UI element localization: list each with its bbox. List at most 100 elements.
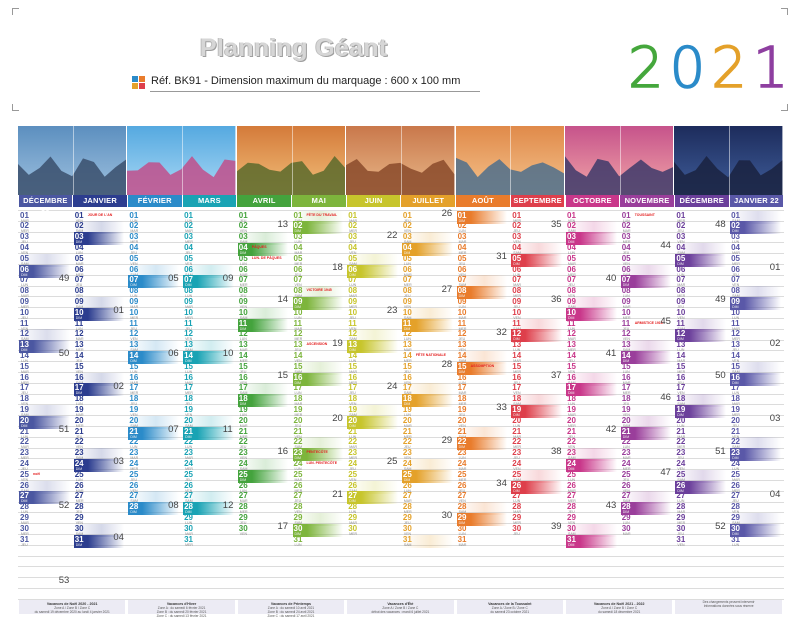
calendar-day[interactable]: 15 JEU	[402, 362, 454, 374]
calendar-day[interactable]: 19VEN	[128, 405, 180, 417]
calendar-day[interactable]: 25 MAR	[730, 470, 782, 482]
calendar-day[interactable]: 07 JEU	[74, 275, 126, 287]
calendar-day[interactable]: 17VEN	[675, 383, 727, 395]
calendar-day[interactable]: 25VEN	[347, 470, 399, 482]
calendar-day[interactable]: 14 LUN	[347, 351, 399, 363]
calendar-day[interactable]: 19 DIM	[675, 404, 727, 418]
calendar-day[interactable]: 05VEN	[128, 254, 180, 266]
calendar-day[interactable]: 23 JEU	[511, 448, 563, 460]
calendar-day[interactable]: 19SAM	[347, 404, 399, 418]
calendar-day[interactable]: 01 LUN	[183, 211, 235, 223]
calendar-day[interactable]: 22SAM	[292, 437, 345, 451]
calendar-day[interactable]: 10 DIM	[73, 307, 126, 321]
calendar-day[interactable]: 04 JEU	[128, 243, 180, 255]
calendar-day[interactable]: 18SAM	[511, 394, 563, 408]
calendar-day[interactable]: 19VEN	[621, 405, 673, 417]
calendar-day[interactable]: 23 MAR	[621, 448, 673, 460]
calendar-day[interactable]: 16SAM	[73, 372, 126, 386]
calendar-day[interactable]: 28 MAR	[675, 502, 727, 514]
calendar-day[interactable]: 06 JEU	[730, 265, 782, 277]
calendar-day[interactable]: 04SAM	[675, 242, 727, 256]
calendar-day[interactable]: 28 LUN	[19, 502, 71, 514]
calendar-day[interactable]: 18 LUN	[566, 394, 618, 406]
calendar-day[interactable]: 22 LUN	[183, 437, 235, 449]
calendar-day[interactable]: 27SAM	[620, 491, 673, 505]
calendar-day[interactable]: 23VEN	[238, 448, 290, 460]
calendar-day[interactable]: 29 JEU	[238, 513, 290, 525]
calendar-day[interactable]: 04 JEU	[183, 243, 235, 255]
calendar-day[interactable]: 10 JEU	[19, 308, 71, 320]
calendar-day[interactable]: 08SAMVICTOIRE 1945	[292, 286, 345, 300]
calendar-day[interactable]: 01VENJOUR DE L'AN	[74, 211, 126, 223]
calendar-day[interactable]: 25 JEU	[183, 470, 235, 482]
calendar-day[interactable]: 07 JEU	[566, 275, 618, 287]
calendar-day[interactable]: 26 MAR	[74, 481, 126, 493]
calendar-day[interactable]: 15SAM	[730, 361, 782, 375]
calendar-day[interactable]: 13SAM	[620, 340, 673, 354]
calendar-day[interactable]: 14SAM	[456, 350, 509, 364]
calendar-day[interactable]: 17 JEU	[347, 383, 399, 395]
calendar-day[interactable]: 22 JEU	[402, 437, 454, 449]
calendar-day[interactable]: 13 JEU	[730, 340, 782, 352]
calendar-day[interactable]: 19 LUN	[402, 405, 454, 417]
calendar-day[interactable]: 10VEN	[511, 308, 563, 320]
calendar-day[interactable]: 05 MAR	[74, 254, 126, 266]
calendar-day[interactable]: 30SAM	[73, 523, 126, 537]
calendar-day[interactable]: 02 JEU	[675, 221, 727, 233]
calendar-day[interactable]: 31 JEU	[19, 535, 71, 547]
calendar-day[interactable]: 12 LUN	[402, 329, 454, 341]
calendar-day[interactable]: 22SAM	[730, 437, 782, 451]
calendar-day[interactable]: 07 MER	[238, 275, 290, 287]
calendar-day[interactable]: 17 DIM	[73, 383, 126, 397]
calendar-day[interactable]: 06SAM	[183, 264, 235, 278]
calendar-day[interactable]: 22VEN	[74, 437, 126, 449]
calendar-day[interactable]: 09 MAR	[128, 297, 180, 309]
calendar-day[interactable]: 09SAM	[566, 296, 618, 310]
calendar-day[interactable]: 04VEN	[347, 243, 399, 255]
calendar-day[interactable]: 14 JEU	[74, 351, 126, 363]
calendar-day[interactable]: 20SAM	[128, 415, 180, 429]
calendar-day[interactable]: 03 JEU	[347, 232, 399, 244]
calendar-day[interactable]: 28 JEU	[566, 502, 618, 514]
calendar-day[interactable]: 09 MAR	[183, 297, 235, 309]
calendar-day[interactable]: 19 MER	[730, 405, 782, 417]
calendar-day[interactable]: 16 MAR	[621, 373, 673, 385]
calendar-day[interactable]: 01 MER	[675, 211, 727, 223]
calendar-day[interactable]: 12 DIM	[511, 329, 563, 343]
calendar-day[interactable]: 08 DIM	[456, 286, 509, 300]
calendar-day[interactable]: 16 DIM	[730, 372, 782, 386]
calendar-day[interactable]: 21 JEU	[74, 427, 126, 439]
calendar-day[interactable]: 08 LUN	[128, 286, 180, 298]
calendar-day[interactable]: 13 LUN	[511, 340, 563, 352]
calendar-day[interactable]: 15SAM	[292, 361, 345, 375]
calendar-day[interactable]: 10VEN	[675, 308, 727, 320]
calendar-day[interactable]: 02 DIM	[292, 221, 345, 235]
calendar-day[interactable]: 11 MAR	[293, 319, 345, 331]
calendar-day[interactable]: 24 JEU	[347, 459, 399, 471]
calendar-day[interactable]: 05SAM	[19, 253, 71, 267]
calendar-day[interactable]: 20SAM	[620, 415, 673, 429]
calendar-day[interactable]: 17 MER	[128, 383, 180, 395]
calendar-day[interactable]: 02 MER	[347, 221, 399, 233]
calendar-day[interactable]: 02 MER	[19, 221, 71, 233]
calendar-day[interactable]: 26 MAR	[566, 481, 618, 493]
calendar-day[interactable]: 11 JEU	[128, 319, 180, 331]
calendar-day[interactable]: 18 DIM	[237, 394, 290, 408]
calendar-day[interactable]: 05VEN	[183, 254, 235, 266]
calendar-day[interactable]: 04 MAR	[293, 243, 345, 255]
calendar-day[interactable]: 02 MAR	[183, 221, 235, 233]
calendar-day[interactable]: 25VENnoël	[19, 470, 71, 482]
calendar-day[interactable]: 01 JEU	[402, 211, 454, 223]
calendar-day[interactable]: 16 JEU	[511, 373, 563, 385]
calendar-day[interactable]: 03 MER	[621, 232, 673, 244]
calendar-day[interactable]: 16SAM	[566, 372, 618, 386]
calendar-day[interactable]: 14 LUN	[19, 351, 71, 363]
calendar-day[interactable]: 12 MER	[730, 329, 782, 341]
calendar-day[interactable]: 23 MAR	[183, 448, 235, 460]
calendar-day[interactable]: 05 MER	[730, 254, 782, 266]
calendar-day[interactable]: 21 DIM	[620, 426, 673, 440]
calendar-day[interactable]: 14 MER FÊTE NATIONALE	[402, 351, 454, 363]
calendar-day[interactable]: 26SAM	[19, 480, 71, 494]
calendar-day[interactable]: 12 MER	[293, 329, 345, 341]
calendar-day[interactable]: 21 DIM	[183, 426, 235, 440]
